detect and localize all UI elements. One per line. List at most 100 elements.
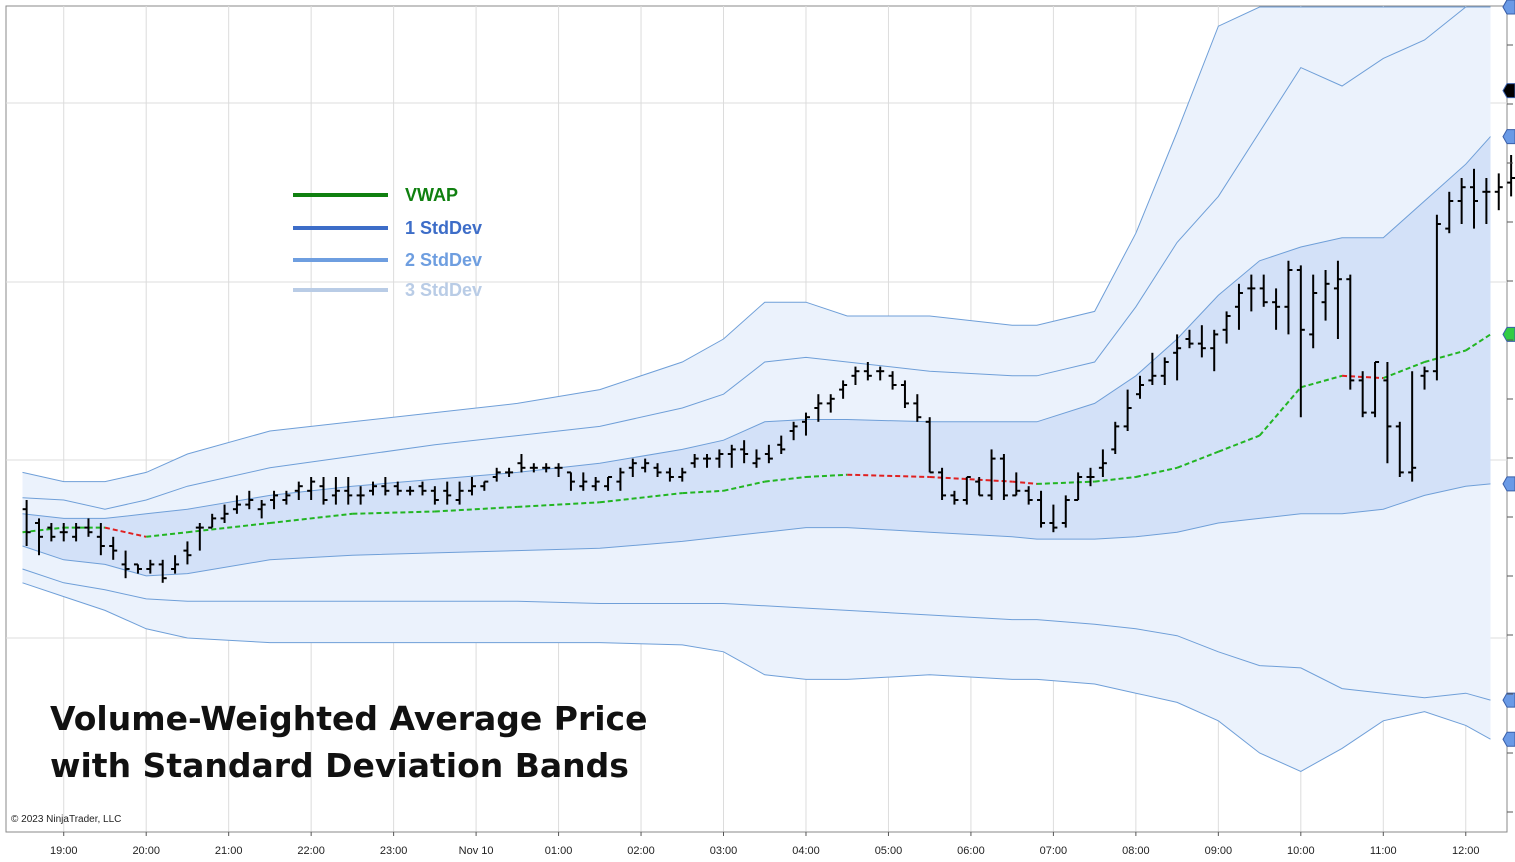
ohlc-bar bbox=[839, 380, 848, 399]
ohlc-bar bbox=[529, 463, 538, 473]
band-line-upper-2-stddev bbox=[22, 6, 1491, 510]
ohlc-bar bbox=[430, 486, 439, 505]
vwap-segment bbox=[1300, 374, 1343, 389]
time-tick-label: 23:00 bbox=[380, 845, 408, 857]
ohlc-bar bbox=[1037, 490, 1046, 528]
legend-label-vwap: VWAP bbox=[405, 185, 458, 205]
ohlc-bar bbox=[1371, 361, 1380, 418]
ohlc-bar bbox=[72, 523, 81, 542]
ohlc-bar bbox=[1321, 270, 1330, 321]
band-line-upper-3-stddev bbox=[22, 6, 1491, 483]
ohlc-bar bbox=[1135, 375, 1144, 399]
ohlc-bar bbox=[133, 563, 142, 574]
ohlc-bar bbox=[554, 463, 563, 477]
ohlc-bar bbox=[1482, 178, 1491, 224]
time-tick-label: 12:00 bbox=[1452, 845, 1480, 857]
ohlc-bar bbox=[1259, 274, 1268, 307]
marker-lower-2-stddev bbox=[1502, 692, 1515, 708]
ohlc-bar bbox=[1420, 366, 1429, 390]
time-tick-label: 22:00 bbox=[297, 845, 325, 857]
ohlc-bar bbox=[1197, 325, 1206, 358]
vwap-segment bbox=[1094, 476, 1136, 483]
legend-label-1-stddev: 1 StdDev bbox=[405, 218, 482, 238]
ohlc-bar bbox=[220, 504, 229, 523]
ohlc-bar bbox=[740, 440, 749, 464]
ohlc-bar bbox=[1432, 214, 1441, 381]
ohlc-bar bbox=[900, 380, 909, 408]
ohlc-bar bbox=[1049, 504, 1058, 533]
band-line-lower-2-stddev bbox=[22, 568, 1491, 701]
ohlc-bar bbox=[665, 467, 674, 482]
ohlc-bar bbox=[1470, 168, 1479, 229]
ohlc-bar bbox=[356, 486, 365, 505]
ohlc-bar bbox=[579, 472, 588, 491]
ohlc-bar bbox=[232, 495, 241, 514]
ohlc-bar bbox=[814, 394, 823, 422]
ohlc-bar bbox=[418, 481, 427, 496]
ohlc-bar bbox=[1284, 260, 1293, 335]
band-line-upper-1-stddev bbox=[22, 136, 1491, 519]
ohlc-bar bbox=[913, 394, 922, 422]
ohlc-bar bbox=[84, 518, 93, 537]
time-tick-label: 03:00 bbox=[710, 845, 738, 857]
ohlc-bar bbox=[393, 481, 402, 496]
ohlc-bar bbox=[1222, 311, 1231, 344]
ohlc-bar bbox=[1383, 362, 1392, 464]
ohlc-bar bbox=[938, 467, 947, 500]
time-tick-label: 21:00 bbox=[215, 845, 243, 857]
ohlc-bar bbox=[1111, 421, 1120, 454]
ohlc-bar bbox=[1408, 371, 1417, 482]
band-fill-1-stddev bbox=[22, 136, 1491, 576]
vwap-segment bbox=[269, 512, 353, 524]
ohlc-bar bbox=[1272, 288, 1281, 330]
vwap-segment bbox=[929, 476, 1013, 483]
copyright-notice: © 2023 NinjaTrader, LLC bbox=[11, 814, 121, 825]
ohlc-bar bbox=[999, 454, 1008, 500]
vwap-line bbox=[22, 333, 1492, 538]
ohlc-bar bbox=[158, 559, 167, 583]
ohlc-bar bbox=[208, 513, 217, 529]
time-tick-label: 10:00 bbox=[1287, 845, 1315, 857]
ohlc-bar bbox=[1210, 329, 1219, 372]
ohlc-bar bbox=[257, 500, 266, 519]
ohlc-bar bbox=[1247, 274, 1256, 312]
ohlc-bar bbox=[59, 523, 68, 542]
time-tick-label: 04:00 bbox=[792, 845, 820, 857]
ohlc-bar bbox=[777, 435, 786, 454]
ohlc-bar bbox=[1494, 173, 1503, 211]
vwap-segment bbox=[187, 522, 271, 534]
ohlc-bar bbox=[703, 454, 712, 468]
ohlc-bar bbox=[653, 463, 662, 477]
ohlc-bar bbox=[369, 481, 378, 496]
ohlc-bar bbox=[888, 371, 897, 390]
ohlc-bar bbox=[863, 362, 872, 381]
ohlc-bar bbox=[1234, 283, 1243, 330]
ohlc-bar bbox=[604, 476, 613, 491]
chart-title-line-1: Volume-Weighted Average Price bbox=[50, 699, 648, 738]
ohlc-bar bbox=[406, 486, 415, 496]
vwap-segment bbox=[1258, 386, 1302, 437]
ohlc-bar bbox=[975, 477, 984, 497]
ohlc-bar bbox=[678, 467, 687, 482]
time-tick-label: 19:00 bbox=[50, 845, 78, 857]
ohlc-bar bbox=[962, 476, 971, 505]
ohlc-bar bbox=[591, 477, 600, 491]
ohlc-bar bbox=[876, 366, 885, 381]
ohlc-bar bbox=[1173, 334, 1182, 381]
vwap-segment bbox=[847, 473, 930, 478]
vwap-segment bbox=[599, 492, 683, 504]
ohlc-bar bbox=[1148, 352, 1157, 385]
vwap-segment bbox=[434, 505, 518, 513]
ohlc-bar bbox=[628, 458, 637, 477]
std-dev-bands bbox=[22, 6, 1491, 772]
vwap-segment bbox=[723, 480, 765, 492]
vwap-segment bbox=[682, 489, 724, 495]
vwap-segment bbox=[352, 510, 435, 515]
time-tick-label: 08:00 bbox=[1122, 845, 1150, 857]
marker-upper-2-stddev bbox=[1502, 0, 1515, 15]
ohlc-bar bbox=[851, 366, 860, 385]
time-tick-label: 09:00 bbox=[1205, 845, 1233, 857]
vwap-segment bbox=[1217, 434, 1260, 453]
marker-lower-3-stddev bbox=[1502, 731, 1515, 747]
